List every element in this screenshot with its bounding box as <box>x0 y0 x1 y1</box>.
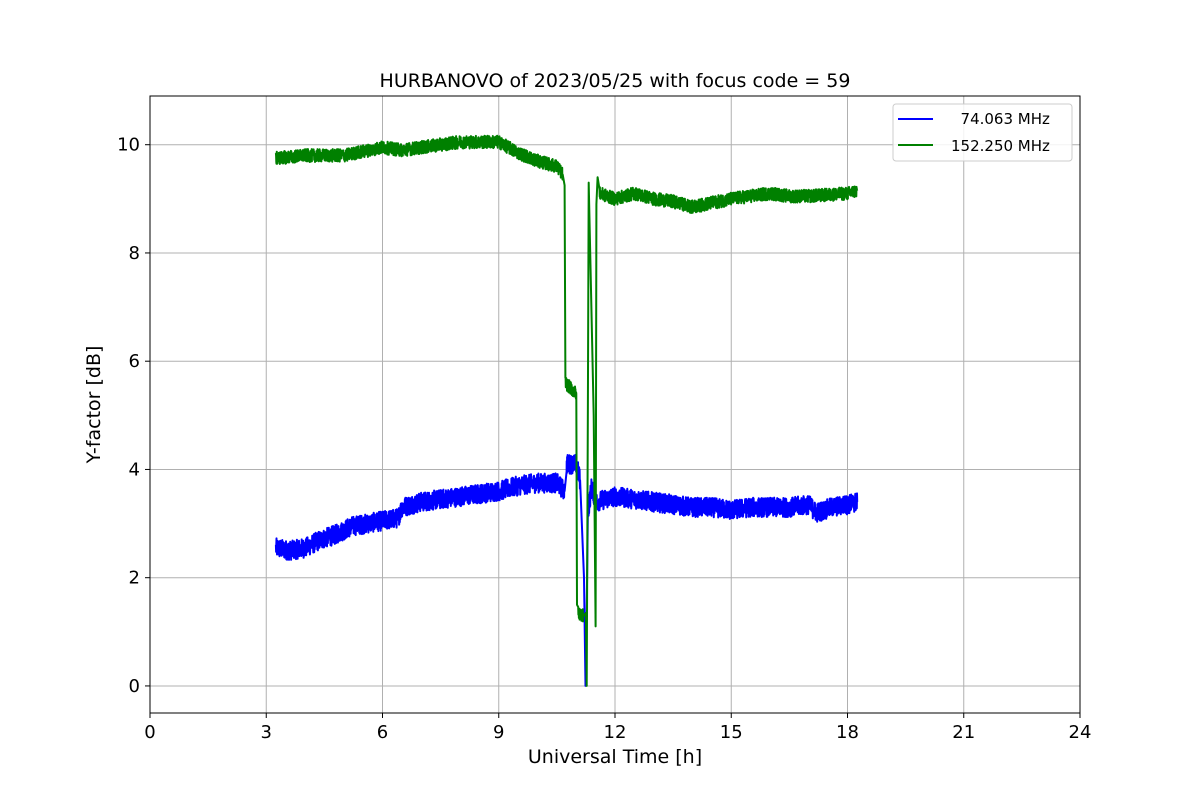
y-tick-label: 0 <box>129 676 140 697</box>
x-tick-label: 18 <box>836 722 859 743</box>
y-axis: 0 2 4 6 8 10 <box>117 135 150 697</box>
x-tick-label: 3 <box>261 722 272 743</box>
x-axis: 0 3 6 9 12 15 18 21 24 <box>144 713 1091 743</box>
legend-box <box>892 103 1073 162</box>
series-line-152mhz <box>274 134 859 687</box>
x-tick-label: 6 <box>377 722 388 743</box>
legend-label-152mhz: 152.250 MHz <box>951 137 1050 155</box>
y-tick-label: 2 <box>129 568 140 589</box>
chart-title: HURBANOVO of 2023/05/25 with focus code … <box>380 70 851 92</box>
y-tick-label: 8 <box>129 243 140 264</box>
x-tick-label: 12 <box>604 722 627 743</box>
series-line-74mhz <box>274 453 859 687</box>
legend: 74.063 MHz 152.250 MHz <box>892 103 1073 162</box>
x-tick-label: 0 <box>144 722 155 743</box>
series-layer <box>274 134 859 687</box>
y-tick-label: 4 <box>129 459 140 480</box>
x-axis-label: Universal Time [h] <box>528 746 702 768</box>
y-tick-label: 6 <box>129 351 140 372</box>
x-tick-label: 24 <box>1069 722 1092 743</box>
x-tick-label: 9 <box>493 722 504 743</box>
y-tick-label: 10 <box>117 135 140 156</box>
y-axis-label: Y-factor [dB] <box>83 346 105 465</box>
x-tick-label: 21 <box>952 722 975 743</box>
x-tick-label: 15 <box>720 722 743 743</box>
legend-label-74mhz: 74.063 MHz <box>951 110 1050 128</box>
